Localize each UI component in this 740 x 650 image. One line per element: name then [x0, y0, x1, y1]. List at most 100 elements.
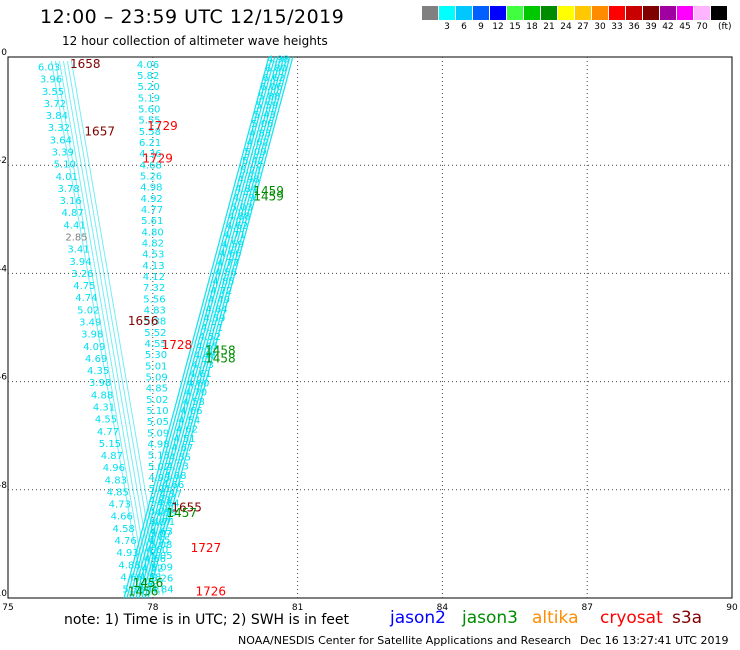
wave-height-value: 3.72 — [44, 99, 66, 110]
legend-swatch — [524, 6, 540, 20]
wave-height-value: 3.55 — [42, 87, 64, 98]
y-tick-label: -10 — [0, 589, 7, 599]
wave-height-value: 5.13 — [148, 451, 170, 462]
wave-height-value: 4.12 — [143, 272, 165, 283]
x-tick-label: 81 — [292, 603, 303, 613]
wave-height-value: 6.06 — [260, 82, 282, 93]
wave-height-value: 4.96 — [103, 463, 125, 474]
wave-height-value: 5.38 — [144, 317, 166, 328]
wave-height-value: 4.69 — [85, 354, 107, 365]
pass-time-label: 1456 — [128, 584, 159, 598]
wave-height-value: 5.03 — [149, 506, 171, 517]
wave-height-value: 4.13 — [142, 261, 164, 272]
y-tick-label: 0 — [1, 48, 7, 58]
wave-height-value: 5.08 — [150, 540, 172, 551]
wave-height-value: 4.80 — [141, 227, 163, 238]
wave-height-value: 4.98 — [267, 54, 289, 65]
wave-height-value: 4.88 — [228, 212, 250, 223]
pass-time-label: 1459 — [253, 189, 284, 203]
wave-height-value: 4.68 — [164, 471, 186, 482]
map-frame — [7, 56, 733, 599]
wave-height-value: 5.10 — [54, 160, 76, 171]
wave-height-value: 5.61 — [141, 216, 163, 227]
wave-height-value: 5.09 — [147, 428, 169, 439]
legend-label: 12 — [492, 22, 504, 32]
pass-time-label: 1457 — [166, 506, 197, 520]
wave-height-value: 4.48 — [194, 351, 216, 362]
wave-height-value: 3.49 — [79, 317, 101, 328]
wave-height-value: 6.21 — [139, 138, 161, 149]
wave-height-value: 4.06 — [137, 60, 159, 71]
altimeter-track — [135, 56, 282, 599]
wave-height-value: 4.66 — [120, 572, 142, 583]
wave-height-value: 5.26 — [140, 171, 162, 182]
wave-height-value: 4.70 — [137, 582, 159, 593]
wave-height-value: 4.67 — [171, 443, 193, 454]
altimeter-track — [50, 60, 144, 596]
wave-height-value: 5.02 — [148, 462, 170, 473]
wave-height-value: 4.63 — [151, 526, 173, 537]
x-tick-label: 78 — [147, 603, 159, 613]
wave-height-value: 4.60 — [187, 378, 209, 389]
legend-swatch — [456, 6, 472, 20]
wave-height-value: 3.41 — [67, 245, 89, 256]
wave-height-value: 4.73 — [109, 500, 131, 511]
wave-height-value: 5.09 — [244, 147, 266, 158]
wave-height-value: 4.84 — [235, 184, 257, 195]
pass-time-label: 1456 — [133, 576, 164, 590]
wave-height-value: 4.83 — [249, 128, 271, 139]
wave-height-value: 3.78 — [58, 184, 80, 195]
legend-label: 21 — [543, 22, 555, 32]
wave-height-value: 4.71 — [224, 230, 246, 241]
pass-time-label: 1458 — [205, 344, 236, 358]
legend-swatch — [677, 6, 693, 20]
pass-time-label: 1655 — [171, 500, 202, 514]
legend-swatch — [694, 6, 710, 20]
wave-height-value: 4.83 — [144, 305, 166, 316]
wave-height-value: 5.19 — [138, 93, 160, 104]
wave-height-value: 4.01 — [56, 172, 78, 183]
wave-height-value: 4.52 — [199, 332, 221, 343]
legend-label: 39 — [645, 22, 657, 32]
wave-height-value: 4.75 — [73, 281, 95, 292]
wave-height-value: 4.92 — [141, 194, 163, 205]
wave-height-value: 4.66 — [162, 480, 184, 491]
altimeter-track — [66, 60, 160, 596]
y-tick-label: -4 — [0, 264, 7, 274]
legend-swatch — [473, 6, 489, 20]
wave-height-value: 4.51 — [173, 434, 195, 445]
wave-height-value: 4.55 — [169, 452, 191, 463]
y-tick-label: -2 — [0, 156, 7, 166]
wave-height-value: 4.35 — [87, 366, 109, 377]
x-tick-label: 90 — [726, 603, 738, 613]
wave-height-value: 5.05 — [150, 551, 172, 562]
satellite-name: cryosat — [600, 608, 663, 628]
wave-height-value: 4.53 — [142, 250, 164, 261]
wave-height-value: 4.87 — [61, 208, 83, 219]
wave-height-value: 4.77 — [141, 205, 163, 216]
wave-height-value: 6.80 — [265, 64, 287, 75]
wave-height-value: 4.98 — [140, 183, 162, 194]
wave-height-value: 4.55 — [148, 536, 170, 547]
wave-height-value: 4.76 — [115, 536, 137, 547]
wave-height-value: 4.85 — [212, 277, 234, 288]
wave-height-value: 4.55 — [95, 415, 117, 426]
wave-height-value: 5.55 — [138, 116, 160, 127]
legend-label: 3 — [444, 22, 450, 32]
legend-label: 9 — [478, 22, 484, 32]
y-tick-label: -6 — [0, 373, 7, 383]
wave-height-value: 5.21 — [240, 165, 262, 176]
legend-label: 24 — [560, 22, 572, 32]
wave-height-value: 3.94 — [69, 257, 91, 268]
legend-swatch — [507, 6, 523, 20]
altimeter-track — [132, 56, 279, 599]
wave-height-value: 4.66 — [144, 554, 166, 565]
wave-height-value: 4.41 — [63, 220, 85, 231]
wave-height-value: 5.56 — [143, 294, 165, 305]
generated-timestamp: Dec 16 13:27:41 UTC 2019 — [580, 634, 729, 647]
pass-time-label: 1658 — [70, 57, 101, 71]
pass-time-label: 1726 — [195, 584, 226, 598]
wave-height-value: 5.02 — [77, 305, 99, 316]
wave-height-value: 3.64 — [50, 135, 72, 146]
wave-height-value: 4.62 — [141, 563, 163, 574]
